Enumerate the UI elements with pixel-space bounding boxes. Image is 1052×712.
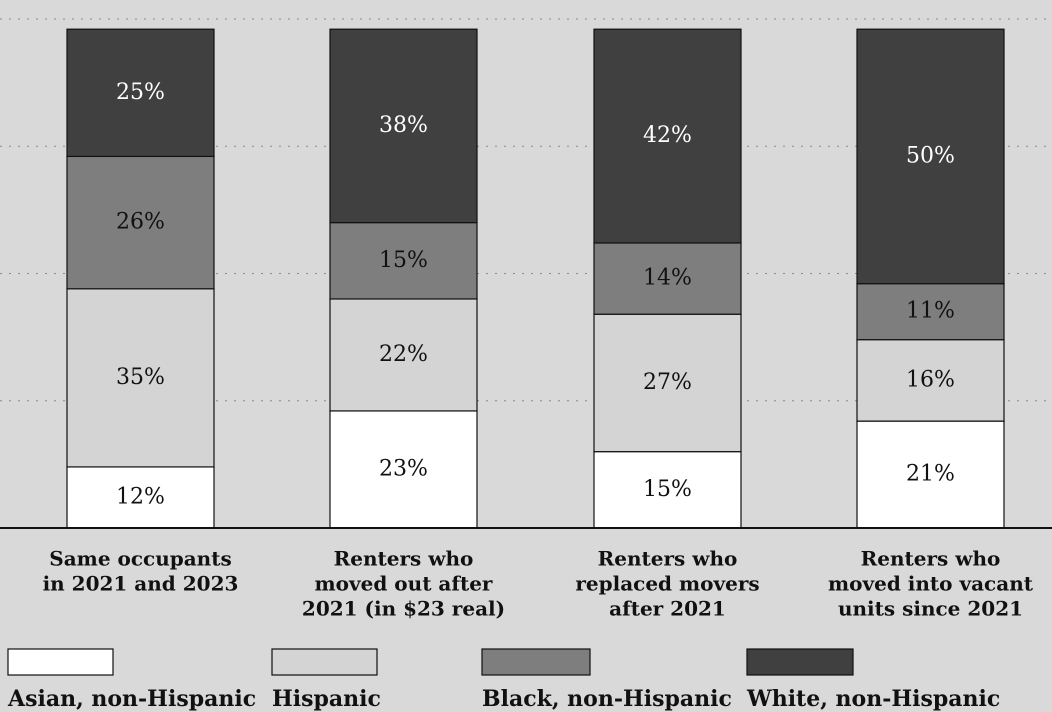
data-label-black-non-hispanic-4: 11%	[906, 299, 955, 324]
data-label-white-non-hispanic-3: 42%	[643, 123, 692, 148]
legend-label-asian-non-hispanic: Asian, non-Hispanic	[7, 686, 256, 712]
bar-segment-black-non-hispanic-2	[329, 222, 478, 300]
category-label-1-line-2: in 2021 and 2023	[43, 572, 239, 596]
data-label-white-non-hispanic-4: 50%	[906, 143, 955, 168]
data-label-hispanic-4: 16%	[906, 367, 955, 392]
bar-segment-black-non-hispanic-3	[593, 242, 742, 315]
legend: Asian, non-Hispanic Hispanic Black, non-Hi…	[7, 648, 1000, 712]
legend-swatch-white-non-hispanic	[746, 648, 854, 676]
data-label-hispanic-1: 35%	[116, 365, 165, 390]
bar-segment-black-non-hispanic-4	[856, 283, 1005, 341]
legend-label-black-non-hispanic: Black, non-Hispanic	[482, 686, 732, 712]
bar-segment-hispanic-1	[66, 288, 215, 468]
bar-segment-white-non-hispanic-4	[856, 28, 1005, 285]
data-label-asian-non-hispanic-3: 15%	[643, 477, 692, 502]
category-label-4-line-2: moved into vacant	[828, 572, 1034, 596]
category-label-2-line-2: moved out after	[315, 572, 493, 596]
data-label-asian-non-hispanic-2: 23%	[379, 456, 428, 481]
bar-segment-white-non-hispanic-2	[329, 28, 478, 224]
bar-segment-asian-non-hispanic-4	[856, 420, 1005, 529]
data-label-hispanic-3: 27%	[643, 370, 692, 395]
category-label-1-line-1: Same occupants	[49, 547, 231, 571]
data-label-black-non-hispanic-3: 14%	[643, 266, 692, 291]
legend-label-hispanic: Hispanic	[272, 686, 381, 712]
data-label-hispanic-2: 22%	[379, 342, 428, 367]
data-label-asian-non-hispanic-1: 12%	[116, 484, 165, 509]
legend-swatch-black-non-hispanic	[481, 648, 591, 676]
bar-segment-asian-non-hispanic-1	[66, 466, 215, 529]
data-label-black-non-hispanic-2: 15%	[379, 248, 428, 273]
legend-label-white-non-hispanic: White, non-Hispanic	[746, 686, 1000, 712]
bar-segment-hispanic-2	[329, 298, 478, 412]
category-label-3-line-2: replaced movers	[575, 572, 759, 596]
bar-segment-white-non-hispanic-1	[66, 28, 215, 158]
legend-swatch-hispanic	[271, 648, 378, 676]
legend-swatch-asian-non-hispanic	[7, 648, 114, 676]
bar-segment-asian-non-hispanic-2	[329, 410, 478, 529]
data-label-asian-non-hispanic-4: 21%	[906, 462, 955, 487]
category-label-4-line-3: units since 2021	[838, 597, 1023, 621]
category-label-2-line-1: Renters who	[334, 547, 474, 571]
category-label-2-line-3: 2021 (in $23 real)	[302, 597, 505, 621]
category-label-4-line-1: Renters who	[861, 547, 1001, 571]
data-label-black-non-hispanic-1: 26%	[116, 210, 165, 235]
category-label-3-line-1: Renters who	[598, 547, 738, 571]
category-label-3-line-3: after 2021	[609, 597, 726, 621]
data-label-white-non-hispanic-1: 25%	[116, 80, 165, 105]
data-label-white-non-hispanic-2: 38%	[379, 113, 428, 138]
bar-segment-hispanic-3	[593, 313, 742, 453]
bar-segment-white-non-hispanic-3	[593, 28, 742, 244]
bars: 12% 35% 26% 25% 23% 22% 15% 38% 15% 27% 14% 42% 21% 1…	[66, 28, 1005, 529]
